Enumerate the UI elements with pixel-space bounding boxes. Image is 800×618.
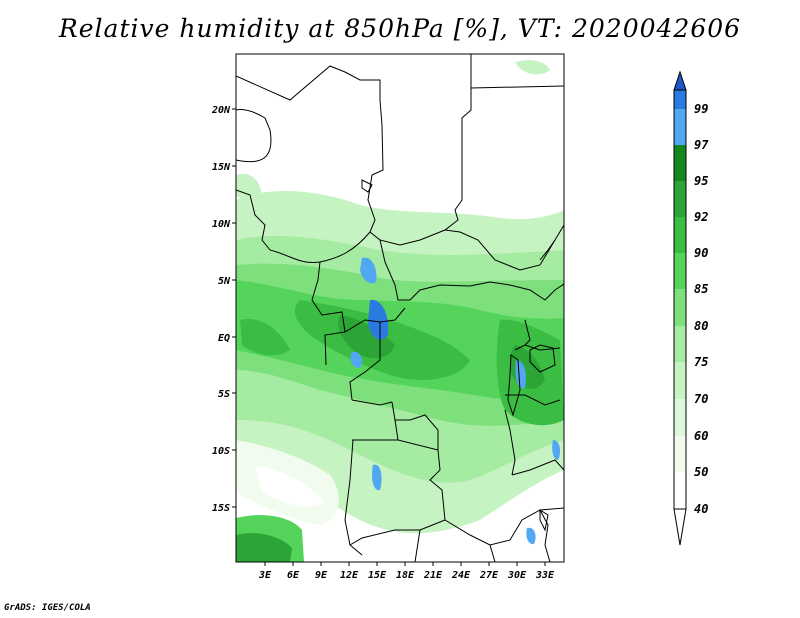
lat-label-5s: 5S (218, 389, 230, 400)
latitude-ticks (232, 108, 236, 508)
lat-label-20n: 20N (211, 105, 231, 116)
colorbar-bottom-triangle (673, 508, 687, 546)
colorbar-label-60: 60 (694, 429, 708, 443)
lat-label-15n: 15N (212, 162, 231, 173)
colorbar-top-triangle (673, 70, 687, 91)
colorbar-label-40: 40 (694, 502, 708, 516)
colorbar-label-50: 50 (694, 465, 708, 479)
colorbar-segment (674, 90, 686, 109)
lon-label-18e: 18E (396, 570, 415, 581)
colorbar-segment (674, 145, 686, 181)
lat-label-10s: 10S (212, 446, 230, 457)
colorbar-segment (674, 436, 686, 472)
lon-label-33e: 33E (535, 570, 555, 581)
lon-label-24e: 24E (451, 570, 471, 581)
lon-label-9e: 9E (315, 570, 328, 581)
longitude-ticks (264, 562, 546, 566)
lon-label-21e: 21E (423, 570, 443, 581)
colorbar-segment (674, 326, 686, 362)
lon-label-3e: 3E (258, 570, 272, 581)
colorbar-label-75: 75 (694, 355, 708, 369)
colorbar-segment (674, 181, 686, 217)
colorbar: 99 97 95 92 90 85 80 75 70 60 50 40 (673, 70, 709, 546)
colorbar-segment (674, 399, 686, 436)
humidity-field (236, 54, 564, 562)
colorbar-label-92: 92 (694, 210, 708, 224)
colorbar-segment (674, 289, 686, 326)
country-borders (236, 54, 564, 562)
colorbar-segment (674, 472, 686, 509)
colorbar-label-90: 90 (694, 246, 708, 260)
lat-label-15s: 15S (212, 503, 230, 514)
lon-label-12e: 12E (340, 570, 359, 581)
lon-label-27e: 27E (479, 570, 499, 581)
grads-credit: GrADS: IGES/COLA (4, 603, 91, 613)
chart-title: Relative humidity at 850hPa [%], VT: 202… (58, 14, 742, 43)
colorbar-label-70: 70 (694, 392, 708, 406)
colorbar-segment (674, 217, 686, 253)
lon-label-15e: 15E (368, 570, 387, 581)
map-frame (235, 53, 565, 563)
colorbar-label-99: 99 (694, 102, 708, 116)
lon-label-6e: 6E (287, 570, 300, 581)
lon-label-30e: 30E (507, 570, 527, 581)
colorbar-label-97: 97 (694, 138, 709, 152)
lat-label-5n: 5N (218, 276, 231, 287)
colorbar-segment (674, 109, 686, 145)
lakes (361, 179, 556, 532)
lat-label-eq: EQ (218, 333, 230, 344)
lat-label-10n: 10N (212, 219, 231, 230)
colorbar-segment (674, 253, 686, 289)
colorbar-segment (674, 362, 686, 399)
colorbar-label-95: 95 (694, 174, 708, 188)
colorbar-label-80: 80 (694, 319, 708, 333)
colorbar-label-85: 85 (694, 282, 708, 296)
